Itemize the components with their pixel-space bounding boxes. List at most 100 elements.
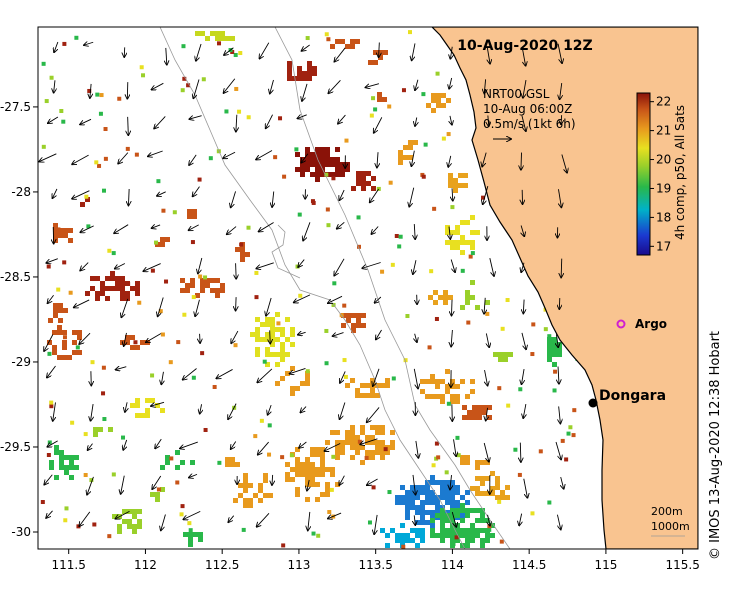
sst-pixel	[285, 477, 290, 482]
sst-pixel	[450, 538, 455, 543]
sst-pixel	[135, 413, 140, 418]
sst-pixel	[475, 491, 480, 496]
sst-pixel	[176, 340, 181, 345]
sst-pixel	[385, 450, 390, 455]
sst-pixel	[280, 327, 285, 332]
sst-pixel	[451, 542, 456, 547]
sst-pixel	[95, 276, 100, 281]
sst-pixel	[41, 144, 46, 149]
current-vector	[523, 79, 527, 98]
sst-pixel	[243, 473, 248, 478]
sst-pixel	[90, 360, 95, 365]
current-legend-line3: 0.5m/s (1kt 6h)	[483, 117, 576, 131]
sst-pixel	[365, 450, 370, 455]
sst-pixel	[568, 425, 573, 430]
sst-pixel	[135, 398, 140, 403]
sst-pixel	[355, 450, 360, 455]
sst-pixel	[262, 359, 267, 364]
sst-pixel	[340, 450, 345, 455]
sst-pixel	[470, 523, 475, 528]
current-vector	[558, 366, 559, 383]
sst-pixel	[330, 44, 335, 49]
sst-pixel	[330, 430, 335, 435]
isobath-inner	[271, 224, 301, 279]
current-vector	[46, 510, 53, 518]
current-vector	[523, 403, 526, 418]
current-vector	[72, 154, 89, 164]
current-vector	[236, 114, 237, 132]
sst-pixel	[260, 337, 265, 342]
sst-pixel	[320, 152, 325, 157]
sst-pixel	[254, 270, 259, 275]
current-vector	[200, 404, 202, 413]
x-tick-label: 112.5	[205, 558, 239, 572]
sst-pixel	[302, 76, 307, 81]
current-legend: NRT00 GSL 10-Aug 06:00Z 0.5m/s (1kt 6h)	[483, 87, 576, 139]
current-vector	[414, 224, 415, 239]
current-vector	[128, 116, 129, 135]
sst-pixel	[497, 499, 502, 504]
sst-pixel	[465, 528, 470, 533]
dongara-label: Dongara	[599, 388, 666, 404]
sst-pixel	[455, 230, 460, 235]
sst-pixel	[415, 485, 420, 490]
sst-pixel	[415, 528, 420, 533]
sst-pixel	[346, 318, 351, 323]
x-tick-label: 115	[594, 558, 617, 572]
sst-pixel	[455, 245, 460, 250]
sst-pixel	[120, 286, 125, 291]
current-vector	[409, 187, 415, 207]
sst-pixel	[340, 167, 345, 172]
sst-pixel	[425, 394, 430, 399]
sst-pixel	[107, 534, 112, 539]
sst-pixel	[481, 195, 486, 200]
sst-pixel	[310, 152, 315, 157]
current-vector	[123, 439, 126, 450]
sst-pixel	[295, 447, 300, 452]
current-vector	[376, 329, 382, 339]
sst-pixel	[41, 61, 46, 66]
sst-pixel	[470, 538, 475, 543]
sst-pixel	[49, 404, 54, 409]
sst-pixel	[335, 162, 340, 167]
sst-pixel	[373, 60, 378, 65]
sst-pixel	[105, 276, 110, 281]
sst-pixel	[357, 439, 362, 444]
sst-pixel	[440, 523, 445, 528]
sst-pixel	[440, 490, 445, 495]
sst-pixel	[480, 508, 485, 513]
sst-pixel	[120, 291, 125, 296]
sst-pixel	[463, 183, 468, 188]
sst-pixel	[415, 543, 420, 548]
sst-pixel	[280, 376, 285, 381]
sst-pixel	[305, 472, 310, 477]
sst-pixel	[125, 296, 130, 301]
sst-pixel	[364, 455, 369, 460]
current-vector	[485, 369, 488, 386]
sst-pixel	[191, 295, 196, 300]
sst-pixel	[445, 528, 450, 533]
current-vector	[301, 153, 309, 163]
sst-pixel	[470, 389, 475, 394]
sst-pixel	[270, 352, 275, 357]
sst-pixel	[46, 264, 51, 269]
sst-pixel	[420, 533, 425, 538]
sst-pixel	[470, 379, 475, 384]
colorbar-tick-label: 17	[656, 239, 671, 253]
sst-pixel	[371, 485, 376, 490]
sst-pixel	[135, 286, 140, 291]
sst-pixel	[270, 342, 275, 347]
sst-pixel	[455, 513, 460, 518]
sst-pixel	[345, 430, 350, 435]
sst-pixel	[255, 332, 260, 337]
isobath-legend-200m: 200m	[651, 505, 683, 518]
colorbar-tick-label: 20	[656, 153, 671, 167]
sst-pixel	[57, 330, 62, 335]
sst-pixel	[500, 326, 505, 331]
sst-pixel	[254, 295, 259, 300]
current-vector	[224, 47, 234, 55]
sst-pixel	[345, 383, 350, 388]
sst-pixel	[294, 147, 299, 152]
sst-pixel	[401, 544, 406, 549]
sst-pixel	[460, 235, 465, 240]
